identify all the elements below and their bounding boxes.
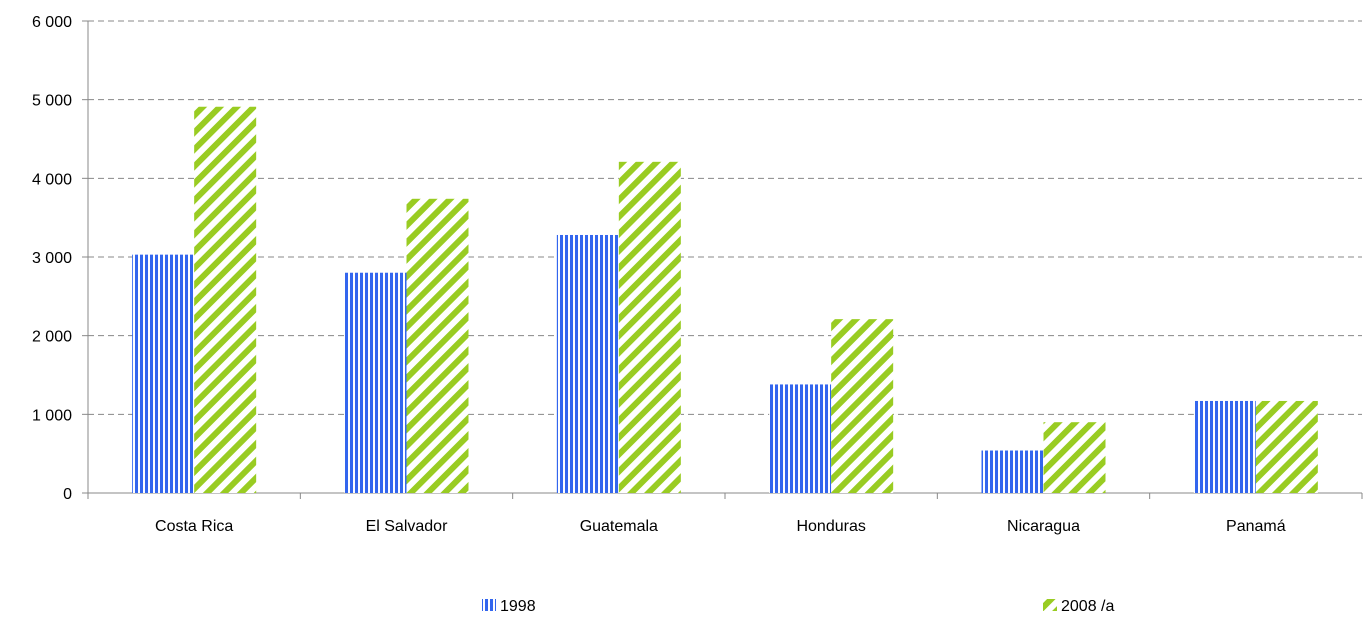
y-tick-label: 1 000 [32,407,72,424]
bar-series-1 [769,384,832,493]
gridlines [88,20,1362,415]
legend-swatch [1043,599,1057,611]
legend-label: 1998 [500,598,536,615]
bar-series-2 [618,161,681,493]
bars [132,106,1318,493]
x-tick-label: Guatemala [580,518,658,535]
x-tick-label: Panamá [1226,518,1286,535]
bar-series-1 [981,450,1044,493]
bar-series-2 [831,319,894,493]
bar-series-2 [194,106,257,493]
y-tick-label: 5 000 [32,93,72,110]
bar-series-2 [406,198,469,493]
x-tick-label: Honduras [796,518,865,535]
y-tick-label: 6 000 [32,14,72,31]
legend-swatch [482,599,496,611]
y-tick-labels: 0 1 000 2 000 3 000 4 000 5 000 6 000 [32,14,72,503]
bar-series-2 [1255,400,1318,493]
y-tick-label: 0 [63,486,72,503]
y-tick-label: 3 000 [32,250,72,267]
x-tick-label: Nicaragua [1007,518,1080,535]
x-tick-label: Costa Rica [155,518,233,535]
bar-series-1 [556,234,619,493]
x-tick-label: El Salvador [366,518,448,535]
axes [82,20,1363,499]
y-tick-label: 4 000 [32,171,72,188]
bar-series-2 [1043,422,1106,493]
x-tick-labels: Costa Rica El Salvador Guatemala Honduras Ni… [155,518,1286,535]
bar-series-1 [344,272,407,493]
legend: 1998 2008 /a [482,598,1114,615]
y-tick-label: 2 000 [32,329,72,346]
bar-series-1 [132,254,195,493]
legend-label: 2008 /a [1061,598,1114,615]
bar-series-1 [1193,400,1256,493]
